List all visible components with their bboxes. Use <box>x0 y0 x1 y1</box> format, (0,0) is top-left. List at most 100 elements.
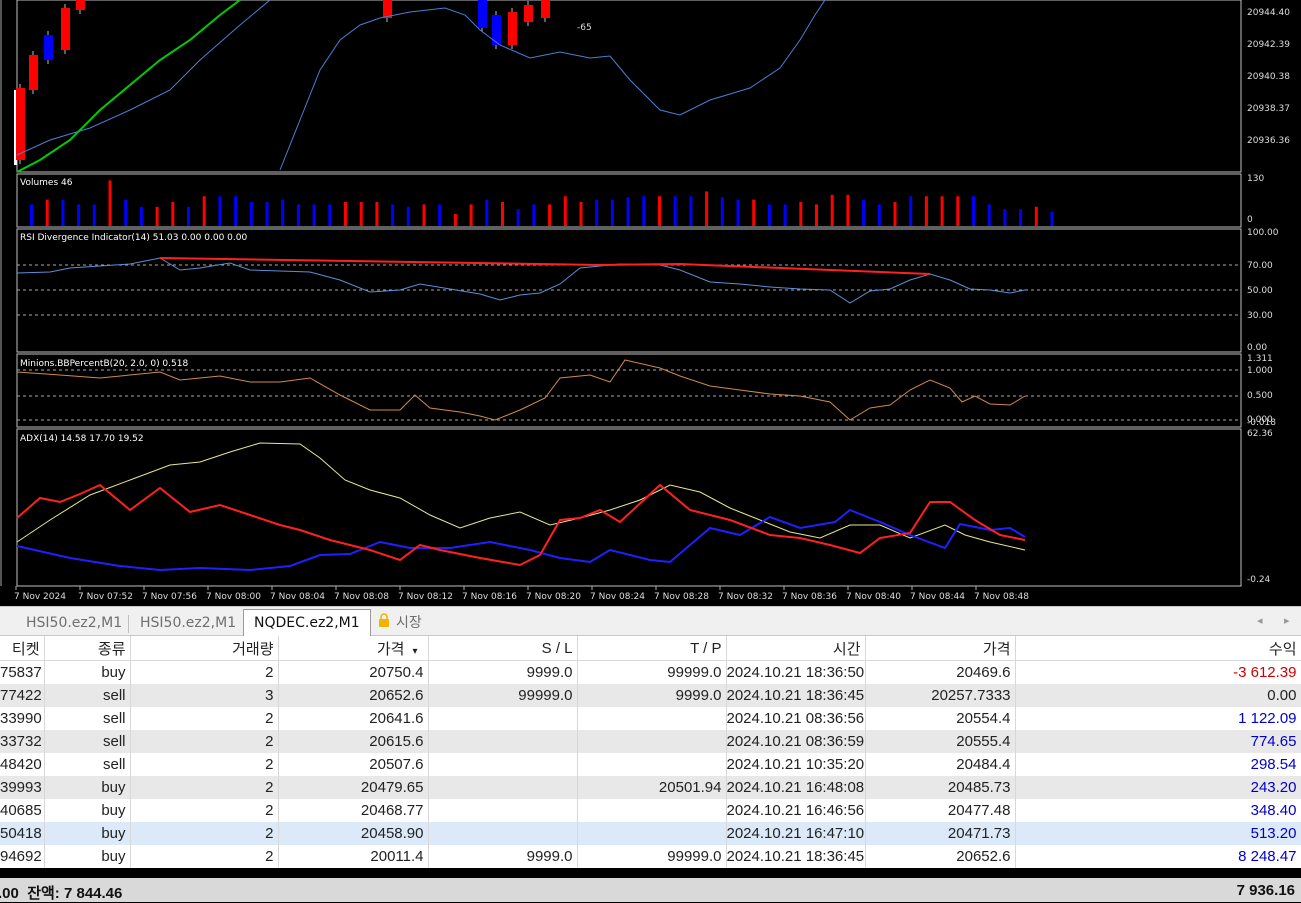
tab-scroll-left-icon[interactable]: ◂ <box>1257 614 1263 627</box>
time-tick-label: 7 Nov 08:36 <box>782 592 837 602</box>
chart-area[interactable]: -65 Volumes 46 RSI Divergence Indicator(… <box>0 0 1301 606</box>
col-header-sl[interactable]: S / L <box>428 636 578 661</box>
volume-bar <box>705 191 709 226</box>
table-row[interactable]: 33732 sell 2 20615.6 2024.10.21 08:36:59 2055… <box>0 730 1301 753</box>
volume-bar <box>987 204 991 226</box>
table-row[interactable]: 94692 buy 2 20011.4 9999.0 99999.0 2024.10.21 … <box>0 845 1301 868</box>
col-header-price[interactable]: 가격 ▾ <box>278 636 429 661</box>
col-header-ticket[interactable]: 티켓 <box>0 636 45 661</box>
time-tick-label: 7 Nov 08:04 <box>270 592 325 602</box>
col-header-time[interactable]: 시간 <box>726 636 866 661</box>
cell-cur-price: 20257.7333 <box>865 684 1016 707</box>
price-chart[interactable]: -65 Volumes 46 RSI Divergence Indicator(… <box>0 0 1301 606</box>
table-row[interactable]: 48420 sell 2 20507.6 2024.10.21 10:35:20 2048… <box>0 753 1301 776</box>
price-candle <box>29 55 38 90</box>
cell-sl <box>428 776 578 799</box>
cell-tp <box>577 753 727 776</box>
cell-cur-price: 20554.4 <box>865 707 1016 730</box>
adx-main-line <box>16 442 1026 551</box>
volume-bar <box>783 204 787 226</box>
table-row[interactable]: 39993 buy 2 20479.65 20501.94 2024.10.21 16:4… <box>0 776 1301 799</box>
ma-slow-line-2 <box>279 0 826 171</box>
cell-volume: 2 <box>130 776 279 799</box>
table-row[interactable]: 50418 buy 2 20458.90 2024.10.21 16:47:10 2047… <box>0 822 1301 845</box>
time-tick-label: 7 Nov 08:12 <box>398 592 453 602</box>
cell-profit: -3 612.39 <box>1015 660 1301 684</box>
price-tick-label: 20942.39 <box>1247 40 1290 50</box>
volume-bar <box>234 196 238 226</box>
cell-tp: 99999.0 <box>577 660 727 684</box>
volume-bar <box>249 202 253 226</box>
cell-price: 20507.6 <box>278 753 429 776</box>
cell-volume: 2 <box>130 753 279 776</box>
volume-bar <box>45 199 49 226</box>
cell-cur-price: 20485.73 <box>865 776 1016 799</box>
table-row[interactable]: 77422 sell 3 20652.6 99999.0 9999.0 2024.10.21… <box>0 684 1301 707</box>
table-row[interactable]: 40685 buy 2 20468.77 2024.10.21 16:46:56 2047… <box>0 799 1301 822</box>
table-row[interactable]: 33990 sell 2 20641.6 2024.10.21 08:36:56 2055… <box>0 707 1301 730</box>
ma-fast-line <box>16 0 241 173</box>
cell-time: 2024.10.21 08:36:59 <box>726 730 866 753</box>
volume-bar <box>579 202 583 226</box>
cell-time: 2024.10.21 16:46:56 <box>726 799 866 822</box>
time-tick-label: 7 Nov 08:28 <box>654 592 709 602</box>
cell-sl: 9999.0 <box>428 845 578 868</box>
time-tick-label: 7 Nov 08:24 <box>590 592 645 602</box>
volume-bar <box>30 204 33 226</box>
annotation-text: -65 <box>577 23 592 33</box>
tab-market[interactable]: 시장 <box>368 610 432 636</box>
cell-cur-price: 20469.6 <box>865 660 1016 684</box>
volume-bar <box>736 199 740 226</box>
volume-tick-label: 0 <box>1247 215 1253 225</box>
col-header-tp[interactable]: T / P <box>577 636 727 661</box>
col-header-type[interactable]: 종류 <box>44 636 131 661</box>
table-row[interactable]: 75837 buy 2 20750.4 9999.0 99999.0 2024.10.21 … <box>0 660 1301 684</box>
tab-scroll-right-icon[interactable]: ▸ <box>1284 614 1290 627</box>
cell-type: buy <box>44 845 131 868</box>
volume-bar <box>438 204 442 226</box>
volume-bar <box>218 196 222 226</box>
volume-bar <box>375 202 379 226</box>
cell-cur-price: 20477.48 <box>865 799 1016 822</box>
tab-hsi50-1[interactable]: HSI50.ez2,M1 <box>26 615 123 631</box>
rsi-label: RSI Divergence Indicator(14) 51.03 0.00 … <box>20 233 247 243</box>
ma-slow-line <box>16 0 271 156</box>
volume-bar <box>815 204 818 226</box>
volume-bar <box>689 196 693 226</box>
volume-bar <box>720 197 724 226</box>
col-header-profit[interactable]: 수익 <box>1015 636 1301 661</box>
cell-volume: 2 <box>130 822 279 845</box>
price-candle <box>61 8 70 50</box>
cell-cur-price: 20484.4 <box>865 753 1016 776</box>
price-candle <box>16 88 25 160</box>
cell-sl <box>428 753 578 776</box>
cell-sl: 99999.0 <box>428 684 578 707</box>
volume-bar <box>595 199 599 226</box>
adx-plus-di-line <box>16 508 1026 572</box>
volume-bar <box>171 202 175 226</box>
tab-hsi50-2[interactable]: HSI50.ez2,M1 <box>140 615 237 631</box>
cell-tp <box>577 822 727 845</box>
cell-tp <box>577 730 727 753</box>
cell-tp <box>577 799 727 822</box>
volume-bar <box>658 196 661 226</box>
cell-type: buy <box>44 776 131 799</box>
cell-volume: 2 <box>130 799 279 822</box>
price-tick-label: 20938.37 <box>1247 104 1290 114</box>
tab-nqdec[interactable]: NQDEC.ez2,M1 <box>243 609 371 637</box>
col-header-volume[interactable]: 거래량 <box>130 636 279 661</box>
cell-type: sell <box>44 753 131 776</box>
time-tick-label: 7 Nov 08:00 <box>206 592 261 602</box>
cell-profit: 513.20 <box>1015 822 1301 845</box>
volume-bar <box>92 204 96 226</box>
cell-price: 20750.4 <box>278 660 429 684</box>
volume-bar <box>359 202 363 226</box>
cell-time: 2024.10.21 18:36:45 <box>726 845 866 868</box>
cell-volume: 3 <box>130 684 279 707</box>
cell-ticket: 33990 <box>0 707 45 730</box>
volume-bar <box>155 206 159 226</box>
cell-tp <box>577 707 727 730</box>
volume-bar <box>296 204 300 226</box>
col-header-cur-price[interactable]: 가격 <box>865 636 1016 661</box>
volume-bar <box>453 214 457 226</box>
